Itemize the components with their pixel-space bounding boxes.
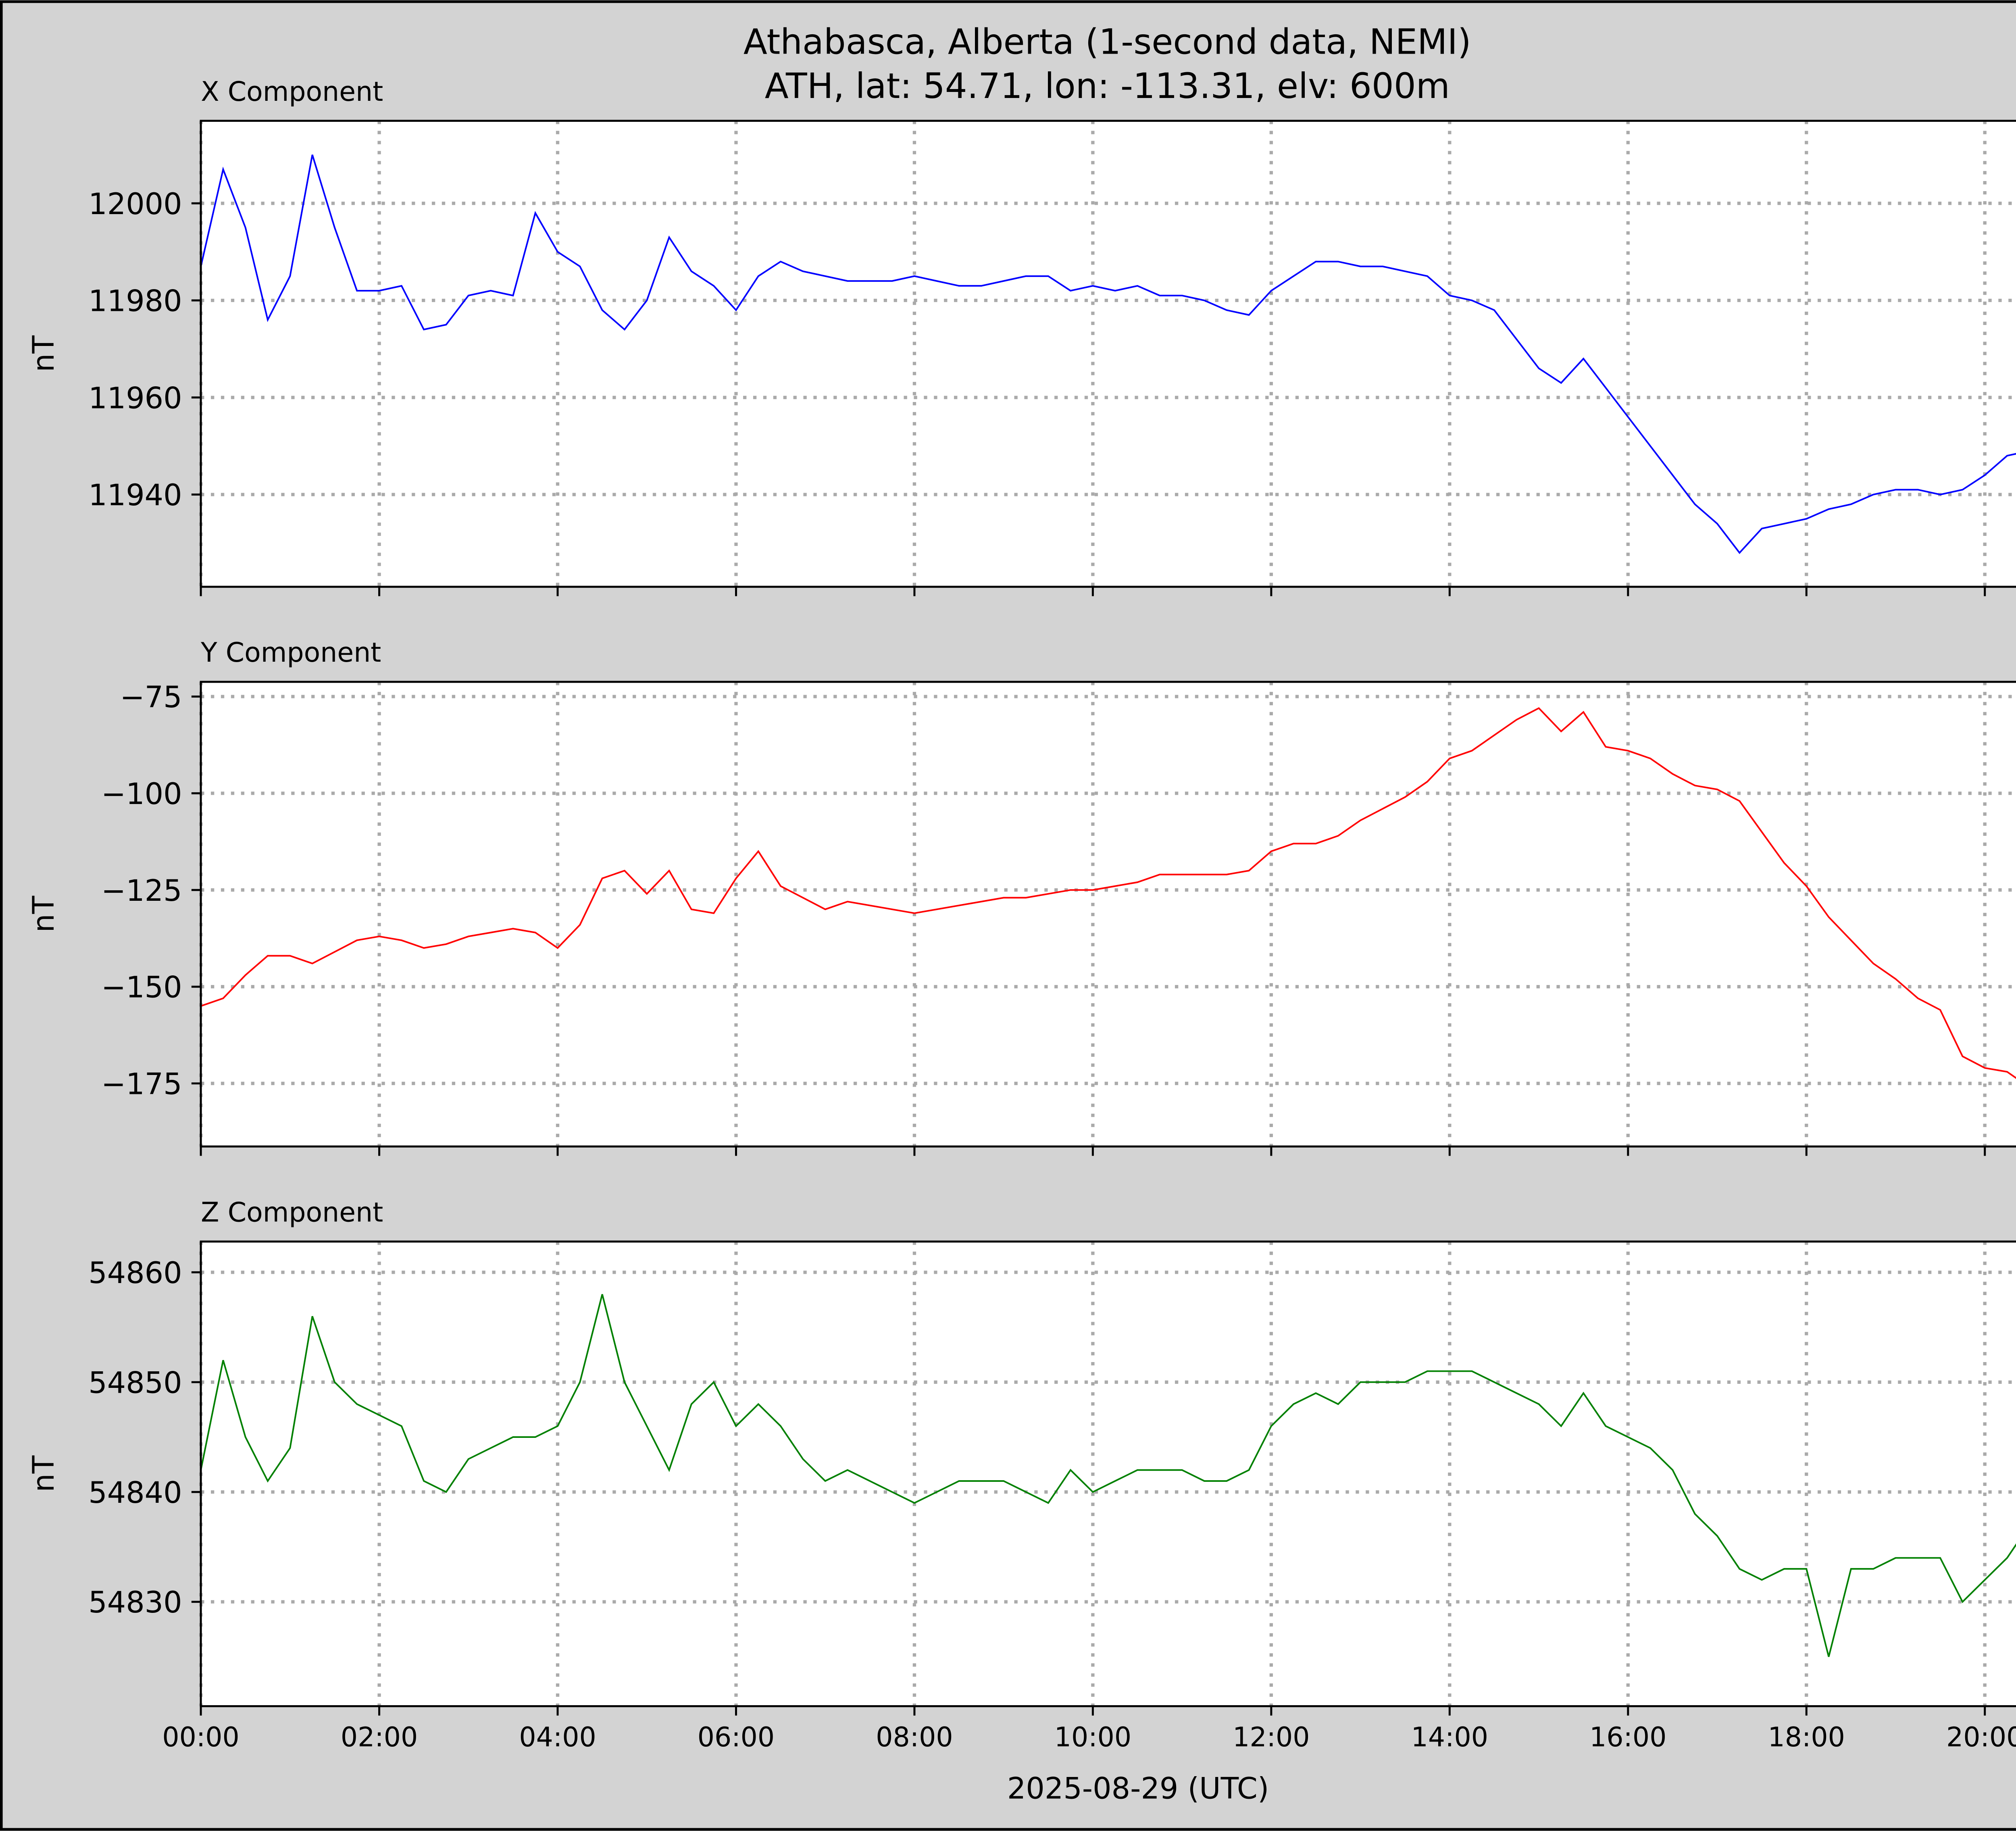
y-axis-label: nT	[27, 1455, 61, 1492]
x-tick-label: 02:00	[341, 1721, 418, 1753]
y-tick-label: 54850	[88, 1366, 182, 1400]
y-tick-label: 11940	[88, 478, 182, 512]
x-tick-label: 00:00	[162, 1721, 239, 1753]
y-tick-label: 11980	[88, 284, 182, 319]
y-tick-label: 54860	[88, 1256, 182, 1290]
x-axis-label: 2025-08-29 (UTC)	[1007, 1772, 1269, 1806]
y-tick-label: 54830	[88, 1585, 182, 1620]
y-tick-label: −100	[101, 777, 182, 811]
plot-frame	[200, 1240, 2016, 1707]
x-tick-label: 06:00	[698, 1721, 775, 1753]
plot-area	[201, 682, 2016, 1147]
data-line	[200, 1294, 2016, 1657]
y-tick-label: 12000	[88, 187, 182, 221]
panel-title: Z Component	[201, 1196, 383, 1228]
panel-title: Y Component	[200, 637, 381, 668]
y-tick-label: −75	[120, 680, 182, 714]
panel-title: X Component	[201, 76, 383, 107]
data-line	[200, 154, 2016, 554]
x-tick-label: 18:00	[1768, 1721, 1845, 1753]
y-tick-label: −175	[101, 1067, 182, 1102]
figure-title: Athabasca, Alberta (1-second data, NEMI)	[744, 22, 1471, 62]
y-tick-label: 54840	[88, 1476, 182, 1510]
x-tick-label: 12:00	[1233, 1721, 1310, 1753]
y-axis-label: nT	[27, 335, 61, 372]
x-tick-label: 20:00	[1946, 1721, 2016, 1753]
data-line	[200, 707, 2016, 1079]
y-tick-label: 11960	[88, 381, 182, 415]
y-axis-label: nT	[27, 896, 61, 932]
plot-area	[201, 1241, 2016, 1706]
x-tick-label: 08:00	[876, 1721, 953, 1753]
x-tick-label: 10:00	[1054, 1721, 1131, 1753]
plot-area	[201, 121, 2016, 587]
x-tick-label: 16:00	[1589, 1721, 1666, 1753]
plot-frame	[200, 120, 2016, 588]
plot-frame	[200, 681, 2016, 1148]
y-tick-label: −125	[101, 874, 182, 908]
x-tick-label: 04:00	[519, 1721, 596, 1753]
figure-subtitle: ATH, lat: 54.71, lon: -113.31, elv: 600m	[765, 66, 1450, 106]
x-tick-label: 14:00	[1411, 1721, 1488, 1753]
y-tick-label: −150	[101, 971, 182, 1005]
